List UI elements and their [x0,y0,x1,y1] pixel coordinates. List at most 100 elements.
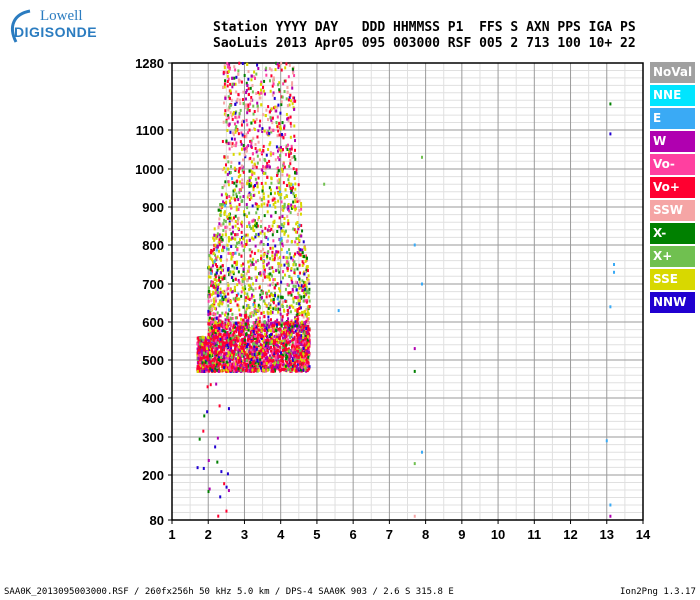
data-point [266,254,269,258]
data-point [252,294,255,298]
data-point [300,285,303,289]
data-point [240,349,243,353]
data-point [235,262,238,266]
data-point [303,309,306,313]
x-tick-label: 9 [458,527,465,542]
data-point [249,330,252,334]
data-point [219,301,222,305]
data-point [271,359,274,363]
data-point [241,98,244,102]
data-point [242,90,245,94]
data-point [208,254,211,258]
data-point [253,336,256,340]
x-tick-label: 2 [205,527,212,542]
data-point [232,333,235,337]
data-point [218,267,221,271]
data-point [252,157,255,161]
data-point [224,180,227,184]
data-point [231,117,234,121]
data-point [236,120,239,124]
data-point [207,332,210,336]
data-point [233,321,236,325]
data-point [274,341,277,345]
data-point [243,285,246,289]
data-point [235,195,238,199]
data-point [246,131,249,135]
data-point [227,69,230,73]
data-point [253,110,256,114]
data-point [236,266,239,270]
data-point [221,329,224,333]
data-point [301,313,304,317]
data-point [268,347,271,351]
data-point [268,79,271,83]
data-point [254,343,257,347]
data-point [241,325,244,329]
data-point [287,202,290,206]
data-point [285,112,288,116]
data-point [296,251,299,255]
data-point [241,133,244,137]
data-point [242,337,245,341]
data-point [257,333,260,337]
data-point [274,361,277,365]
data-point [233,343,236,347]
data-point [211,358,214,362]
data-point [227,346,230,350]
data-point [256,325,259,329]
data-point [224,331,227,335]
data-point [219,287,222,291]
data-point [260,219,263,223]
data-point [269,228,272,232]
data-point [273,349,276,353]
y-tick-label: 1280 [135,56,164,71]
data-point [283,230,286,234]
data-point [251,335,254,339]
data-point [202,348,205,352]
data-point [250,141,253,145]
data-point [240,254,243,258]
data-point [241,185,244,189]
data-point [222,323,225,327]
data-point [207,295,210,299]
data-point [301,310,304,314]
data-point [289,368,292,372]
data-point [249,332,252,336]
data-point [270,332,273,336]
data-point [235,124,238,128]
data-point [283,126,286,130]
data-point [259,362,262,366]
data-point [289,115,292,119]
data-point [260,198,263,202]
data-point [255,233,258,237]
data-point [240,313,243,317]
data-point [234,82,237,86]
data-point [281,214,284,218]
data-point [250,139,253,143]
data-point [255,260,258,264]
data-point [209,347,212,351]
data-point [251,262,254,266]
data-point [293,194,296,198]
data-point [274,244,277,248]
data-point [295,281,298,285]
data-point [297,346,300,350]
data-point [273,327,276,331]
data-point [238,360,241,364]
data-point [256,104,259,108]
data-point [263,328,266,332]
data-point [209,275,212,279]
data-point [223,166,226,170]
data-point [304,247,307,251]
data-point [251,356,254,360]
data-point [268,302,271,306]
data-point [291,288,294,292]
data-point [271,347,274,351]
data-point [248,179,251,183]
data-point [293,107,296,111]
data-point [229,354,232,358]
data-point [219,265,222,269]
data-point [241,346,244,350]
data-point [229,103,232,107]
data-point [271,254,274,258]
